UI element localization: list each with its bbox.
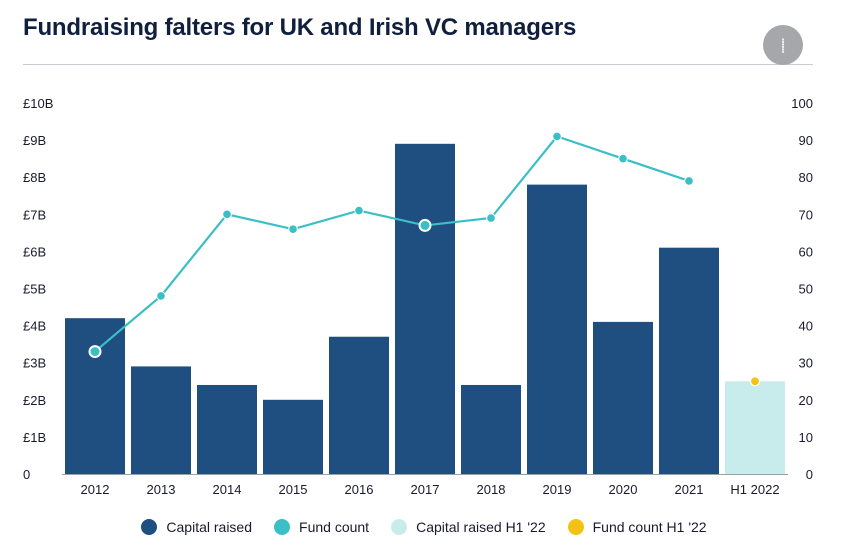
left-axis-tick-label: £5B	[23, 282, 46, 297]
fund-count-point-2016	[354, 205, 364, 216]
x-axis-tick-label: 2021	[675, 482, 704, 497]
fund-count-point-2018	[486, 213, 496, 223]
publisher-logo-icon: ⸽	[763, 25, 803, 65]
right-axis-tick-label: 90	[799, 133, 813, 148]
bar-capital-raised-2015	[263, 399, 323, 474]
right-axis-tick-label: 40	[799, 319, 813, 334]
title-divider	[23, 64, 813, 65]
bar-capital-raised-2020	[593, 321, 653, 474]
left-axis-tick-label: £7B	[23, 207, 46, 222]
left-axis-tick-label: £1B	[23, 430, 46, 445]
x-axis-tick-label: 2020	[609, 482, 638, 497]
left-axis-tick-label: £10B	[23, 96, 53, 111]
fund-count-point-2013	[156, 291, 166, 301]
fund-count-point-2017	[418, 218, 432, 232]
legend-label: Capital raised H1 '22	[416, 519, 546, 535]
left-axis-tick-label: £3B	[23, 356, 46, 371]
right-axis-tick-label: 50	[799, 282, 813, 297]
legend-swatch	[567, 519, 584, 535]
left-axis-tick-label: £8B	[23, 170, 46, 185]
right-axis-tick-label: 60	[799, 244, 813, 259]
x-axis-tick-label: 2018	[477, 482, 506, 497]
legend-swatch	[391, 519, 408, 535]
right-axis-tick-label: 100	[791, 96, 813, 111]
x-axis-tick-label: 2016	[345, 482, 374, 497]
left-axis-tick-label: £9B	[23, 133, 46, 148]
fund-count-h1-2022-point	[749, 376, 761, 387]
x-axis-tick-label: 2013	[147, 482, 176, 497]
legend-swatch	[274, 519, 291, 535]
x-axis-tick-label: 2017	[411, 482, 440, 497]
x-axis-tick-label: 2012	[81, 482, 110, 497]
bar-capital-raised-2014	[197, 384, 257, 474]
left-axis-tick-label: 0	[23, 467, 30, 482]
x-axis-tick-label: 2014	[213, 482, 242, 497]
bar-capital-raised-2013	[131, 366, 191, 474]
bar-capital-raised-2016	[329, 336, 389, 474]
legend-swatch	[141, 519, 158, 535]
fund-count-point-2019	[552, 131, 562, 142]
legend-item: Fund count	[274, 519, 369, 535]
legend-label: Fund count H1 '22	[592, 519, 707, 535]
right-axis-tick-label: 30	[799, 356, 813, 371]
right-axis-tick-label: 80	[799, 170, 813, 185]
chart-legend: Capital raised Fund count Capital raised H…	[0, 519, 848, 535]
bar-capital-raised-h1-22-h1-2022	[725, 381, 785, 474]
right-axis-tick-label: 20	[799, 393, 813, 408]
fund-count-line	[94, 135, 690, 353]
legend-label: Capital raised	[166, 519, 253, 535]
right-axis-tick-label: 70	[799, 207, 813, 222]
fund-count-point-2020	[618, 153, 628, 164]
legend-label: Fund count	[299, 519, 370, 535]
left-axis-tick-label: £6B	[23, 244, 46, 259]
bar-capital-raised-2021	[659, 247, 719, 474]
fund-count-point-2015	[288, 224, 298, 234]
bar-capital-raised-2017	[395, 143, 455, 474]
x-axis-tick-label: 2019	[543, 482, 572, 497]
chart-title: Fundraising falters for UK and Irish VC …	[23, 14, 577, 41]
fund-count-point-2021	[684, 176, 694, 186]
legend-item: Capital raised H1 '22	[391, 519, 546, 535]
legend-item: Fund count H1 '22	[567, 519, 707, 535]
right-axis-tick-label: 10	[799, 430, 813, 445]
fund-count-point-2012	[88, 345, 102, 359]
right-axis-tick-label: 0	[806, 467, 813, 482]
x-axis-tick-label: 2015	[279, 482, 308, 497]
legend-item: Capital raised	[141, 519, 252, 535]
bar-capital-raised-2019	[527, 184, 587, 474]
left-axis-tick-label: £2B	[23, 393, 46, 408]
left-axis-tick-label: £4B	[23, 319, 46, 334]
bar-capital-raised-2012	[65, 318, 125, 474]
x-axis-tick-label: H1 2022	[730, 482, 779, 497]
bar-capital-raised-2018	[461, 384, 521, 474]
fund-count-point-2014	[222, 209, 232, 220]
